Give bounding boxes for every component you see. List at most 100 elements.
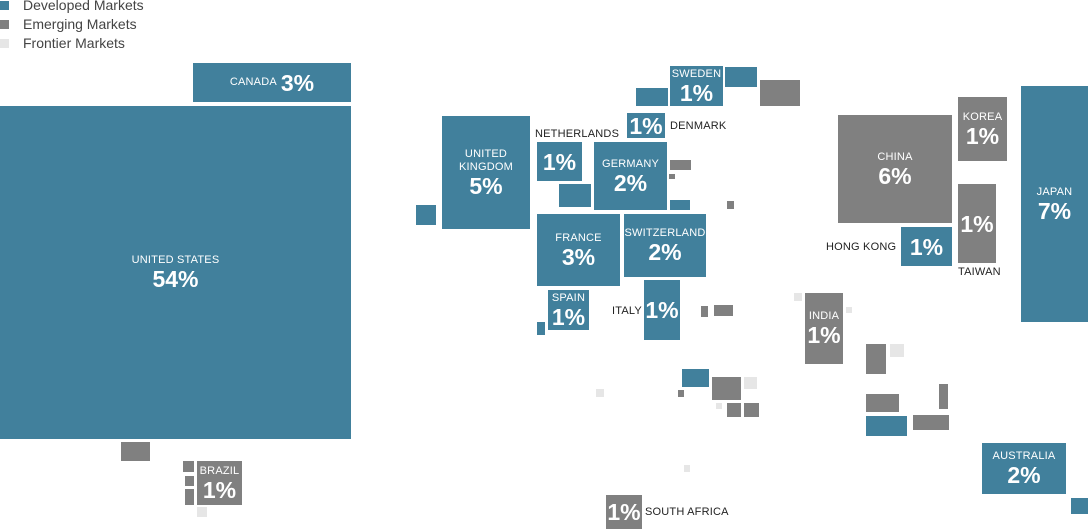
tile <box>670 200 690 210</box>
country-tile: 1% <box>537 142 582 181</box>
country-share: 1% <box>551 303 586 330</box>
legend-swatch <box>0 0 9 10</box>
country-tile: SWEDEN 1% <box>670 66 723 106</box>
legend-swatch <box>0 19 9 29</box>
country-name: SPAIN <box>551 291 586 304</box>
country-tile: UNITED KINGDOM 5% <box>442 116 530 229</box>
country-tile: KOREA 1% <box>958 97 1007 161</box>
tile <box>744 403 759 417</box>
country-share: 3% <box>280 69 315 96</box>
tile <box>1071 498 1088 514</box>
tile <box>669 174 675 179</box>
country-name: JAPAN <box>1036 185 1073 198</box>
tile <box>185 476 194 486</box>
tile <box>794 293 802 301</box>
country-share: 2% <box>1007 462 1041 488</box>
country-tile: CANADA 3% <box>193 63 351 102</box>
tile <box>866 416 907 436</box>
legend-label: Emerging Markets <box>23 16 137 32</box>
country-name: BRAZIL <box>199 464 240 477</box>
country-tile: JAPAN 7% <box>1021 86 1088 322</box>
country-name: AUSTRALIA <box>992 450 1056 462</box>
tile <box>537 322 545 335</box>
country-name: UNITED KINGDOM <box>459 147 513 173</box>
country-tile: SWITZERLAND 2% <box>624 214 706 277</box>
country-name: SWEDEN <box>671 67 722 80</box>
tile <box>712 377 741 400</box>
tile <box>913 415 949 430</box>
tile <box>727 201 734 209</box>
country-share: 1% <box>202 476 237 503</box>
country-tile: CHINA 6% <box>838 115 952 223</box>
tile <box>890 344 904 357</box>
country-name: GERMANY <box>601 157 660 170</box>
country-name: DENMARK <box>670 120 727 132</box>
legend-swatch <box>0 38 9 48</box>
tile <box>559 184 591 207</box>
tile <box>744 377 757 389</box>
tile <box>866 394 899 412</box>
tile <box>939 384 948 409</box>
tile <box>701 306 708 317</box>
tile <box>678 390 684 397</box>
country-name: CHINA <box>877 150 913 163</box>
country-name: KOREA <box>962 110 1003 123</box>
country-tile: GERMANY 2% <box>594 142 667 210</box>
country-share: 1% <box>679 79 714 106</box>
country-name: UNITED STATES <box>131 254 220 266</box>
tile <box>716 403 722 409</box>
country-name: SOUTH AFRICA <box>645 506 729 518</box>
tile <box>416 205 436 225</box>
legend-item: Frontier Markets <box>0 35 125 51</box>
country-tile: SPAIN 1% <box>548 290 589 330</box>
country-share: 6% <box>878 162 912 189</box>
country-share: 1% <box>645 297 679 323</box>
country-share: 1% <box>607 499 641 525</box>
country-share: 1% <box>965 122 1000 149</box>
country-share: 7% <box>1037 197 1072 224</box>
legend-label: Frontier Markets <box>23 35 125 51</box>
tile <box>121 442 150 461</box>
country-share: 1% <box>542 148 577 175</box>
country-name: FRANCE <box>555 231 602 244</box>
legend-item: Emerging Markets <box>0 16 137 32</box>
tile <box>185 489 194 505</box>
tile <box>760 80 800 106</box>
tile <box>596 389 604 397</box>
tile <box>714 305 733 316</box>
country-share: 1% <box>807 322 841 348</box>
country-name: HONG KONG <box>826 241 897 253</box>
country-name: TAIWAN <box>958 266 1001 278</box>
country-tile: AUSTRALIA 2% <box>982 443 1066 494</box>
country-tile: 1% <box>644 280 680 340</box>
country-tile: 1% <box>627 113 665 138</box>
country-share: 3% <box>561 243 596 270</box>
country-tile: 1% <box>606 495 642 529</box>
legend-item: Developed Markets <box>0 0 144 13</box>
country-name: NETHERLANDS <box>535 128 620 140</box>
legend-label: Developed Markets <box>23 0 144 13</box>
tile <box>670 160 691 170</box>
tile <box>682 369 709 387</box>
tile <box>727 403 741 417</box>
tile <box>684 465 690 472</box>
country-tile: BRAZIL 1% <box>197 461 242 505</box>
country-tile: UNITED STATES 54% <box>0 106 351 439</box>
country-share: 5% <box>469 172 503 199</box>
country-tile: INDIA 1% <box>805 293 843 364</box>
tile <box>636 88 668 106</box>
tile <box>725 67 757 87</box>
tile <box>846 307 852 313</box>
country-name: CANADA <box>229 76 277 88</box>
country-share: 2% <box>613 169 648 196</box>
tile <box>183 461 194 472</box>
country-tile: FRANCE 3% <box>537 214 620 286</box>
country-name: SWITZERLAND <box>624 227 706 239</box>
country-name: ITALY <box>612 305 642 317</box>
country-share: 1% <box>960 210 994 237</box>
country-name: INDIA <box>808 310 840 322</box>
country-tile: 1% <box>901 227 952 266</box>
country-share: 1% <box>629 112 663 139</box>
tile <box>197 507 207 517</box>
